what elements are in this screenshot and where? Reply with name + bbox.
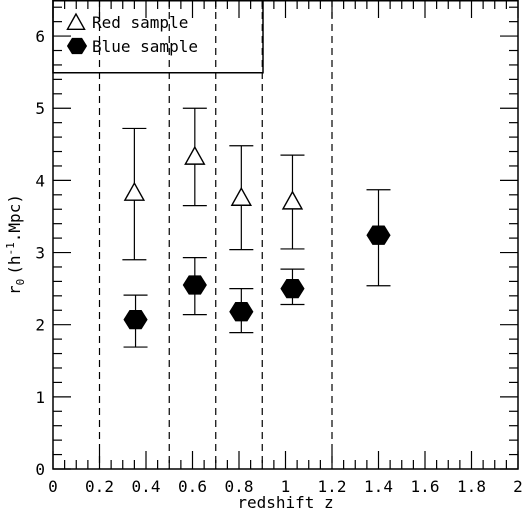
- x-tick-label: 1.2: [318, 477, 347, 496]
- y-axis-title-unit: .Mpc): [5, 194, 24, 242]
- x-tick-label: 1.8: [457, 477, 486, 496]
- y-axis-title-open: (h: [5, 255, 24, 274]
- x-tick-label: 0.6: [178, 477, 207, 496]
- plot-frame: [52, 0, 519, 470]
- red-sample-point: [230, 186, 253, 206]
- x-tick-label: 0.4: [132, 477, 161, 496]
- y-tick-label: 0: [35, 460, 45, 479]
- legend-box: [52, 0, 264, 74]
- y-axis-title: r0 (h-1.Mpc): [4, 194, 27, 295]
- legend-label-blue-sample: Blue sample: [92, 37, 198, 56]
- y-axis-title-sup: -1: [4, 242, 17, 255]
- red-sample-point: [123, 181, 146, 201]
- y-axis-title-sub: 0: [14, 279, 27, 286]
- red-sample-point: [281, 190, 304, 210]
- x-tick-label: 1.4: [364, 477, 393, 496]
- legend-label-red-sample: Red sample: [92, 13, 188, 32]
- data-series: [122, 107, 391, 348]
- x-axis-title: redshift z: [237, 493, 333, 512]
- axis-ticks: [52, 0, 519, 470]
- y-tick-label: 5: [35, 99, 45, 118]
- blue-sample-point: [182, 275, 207, 295]
- x-tick-label: 0.8: [225, 477, 254, 496]
- red-sample-point: [184, 145, 206, 165]
- y-tick-label: 1: [35, 388, 45, 407]
- x-tick-labels: 0 0.2 0.4 0.6 0.8 1 1.2 1.4 1.6 1.8 2: [48, 477, 523, 496]
- y-tick-labels: 0 1 2 3 4 5 6: [35, 27, 45, 479]
- x-tick-label: 0: [48, 477, 58, 496]
- bin-divider-lines: [98, 0, 333, 469]
- y-tick-label: 3: [35, 244, 45, 263]
- y-axis-title-base: r: [5, 285, 24, 295]
- x-tick-label: 0.2: [85, 477, 114, 496]
- y-tick-label: 2: [35, 316, 45, 335]
- blue-sample-point: [280, 278, 305, 299]
- legend-triangle-marker: [66, 12, 86, 30]
- x-tick-label: 1.6: [411, 477, 440, 496]
- blue-sample-point: [123, 309, 148, 330]
- y-tick-label: 6: [35, 27, 45, 46]
- blue-sample-point: [366, 225, 391, 245]
- legend-hexagon-marker: [66, 37, 88, 55]
- y-tick-label: 4: [35, 171, 45, 190]
- legend: Red sample Blue sample: [52, 0, 264, 74]
- blue-sample-point: [229, 302, 254, 322]
- x-tick-label: 1: [281, 477, 291, 496]
- x-tick-label: 2: [513, 477, 523, 496]
